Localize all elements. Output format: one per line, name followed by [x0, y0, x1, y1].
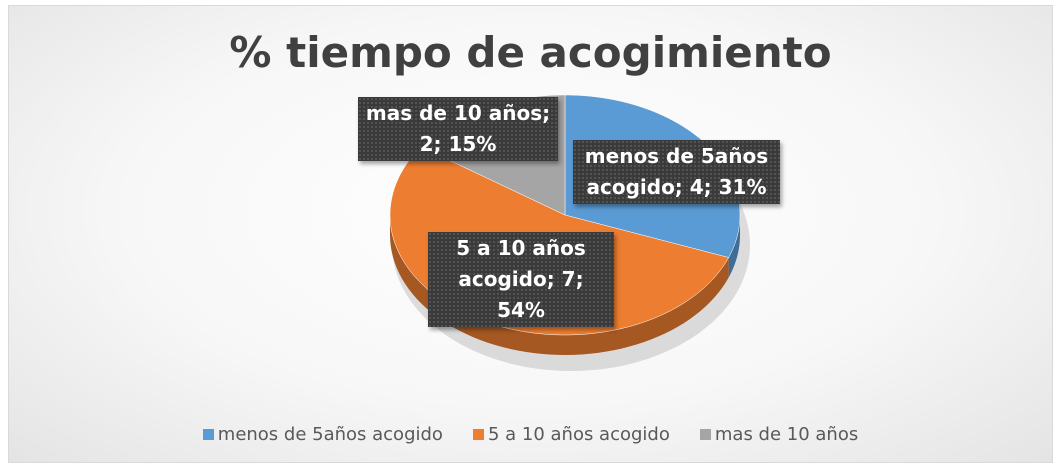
slice-side	[728, 215, 740, 278]
legend-label: menos de 5años acogido	[217, 424, 443, 445]
data-label: menos de 5años acogido; 4; 31%	[573, 140, 780, 204]
legend-swatch	[472, 429, 484, 440]
legend-swatch	[202, 429, 214, 440]
chart-title: % tiempo de acogimiento	[229, 28, 832, 77]
data-label: 5 a 10 años acogido; 7; 54%	[428, 232, 614, 327]
legend: menos de 5años acogido 5 a 10 años acogid…	[0, 424, 1061, 445]
legend-item: mas de 10 años	[699, 424, 859, 445]
legend-item: 5 a 10 años acogido	[472, 424, 670, 445]
legend-label: 5 a 10 años acogido	[487, 424, 670, 445]
legend-swatch	[699, 429, 711, 440]
data-label: mas de 10 años; 2; 15%	[358, 97, 558, 161]
legend-label: mas de 10 años	[714, 424, 859, 445]
legend-item: menos de 5años acogido	[202, 424, 443, 445]
